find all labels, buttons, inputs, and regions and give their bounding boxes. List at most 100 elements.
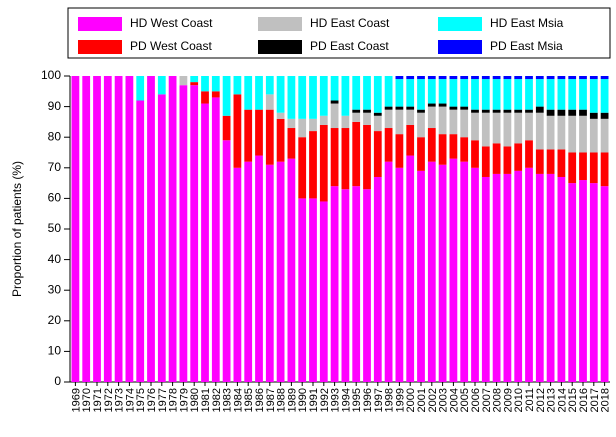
- x-tick-label: 1990: [297, 388, 309, 412]
- x-tick-label: 1976: [146, 388, 158, 412]
- x-tick-label: 1980: [189, 388, 201, 412]
- x-tick-label: 2017: [589, 388, 601, 412]
- x-tick-label: 1994: [340, 388, 352, 412]
- bar-segment: [276, 161, 285, 382]
- bar-segment: [352, 76, 361, 110]
- bar-segment: [384, 128, 393, 162]
- bar-segment: [449, 109, 458, 135]
- bar-segment: [233, 76, 242, 95]
- x-tick-label: 2003: [438, 388, 450, 412]
- bar-segment: [373, 112, 382, 116]
- bar-segment: [341, 128, 350, 190]
- bar-segment: [341, 189, 350, 382]
- bar-segment: [460, 109, 469, 138]
- bar-segment: [546, 76, 555, 80]
- bar-segment: [546, 173, 555, 382]
- bar-segment: [535, 79, 544, 107]
- bar-segment: [373, 131, 382, 177]
- y-tick-label: 30: [48, 282, 62, 296]
- bar-segment: [201, 103, 209, 382]
- bar-segment: [600, 118, 609, 153]
- bar-segment: [71, 76, 80, 382]
- bar-segment: [406, 109, 415, 125]
- bar-segment: [557, 76, 566, 80]
- bar-segment: [103, 76, 112, 382]
- bar-segment: [330, 100, 339, 104]
- bar-segment: [492, 79, 501, 110]
- legend-label: HD West Coast: [130, 16, 213, 30]
- bar-segment: [179, 85, 188, 383]
- bar-segment: [341, 115, 350, 129]
- bar-segment: [525, 112, 533, 141]
- bar-segment: [600, 79, 609, 113]
- x-tick-label: 1986: [254, 388, 266, 412]
- bar-segment: [525, 76, 533, 80]
- x-tick-label: 1995: [351, 388, 363, 412]
- bar-segment: [276, 112, 285, 119]
- bar-segment: [481, 109, 490, 113]
- bar-segment: [395, 134, 404, 168]
- bar-segment: [330, 186, 339, 382]
- x-tick-label: 1984: [232, 388, 244, 412]
- legend-swatch: [438, 17, 482, 31]
- bar-segment: [395, 109, 404, 135]
- bar-segment: [114, 76, 123, 382]
- bar-segment: [82, 76, 91, 382]
- bar-segment: [481, 176, 490, 382]
- legend-swatch: [78, 17, 122, 31]
- bar-segment: [438, 76, 447, 80]
- legend-swatch: [258, 17, 302, 31]
- bar-segment: [514, 170, 523, 382]
- bar-segment: [363, 189, 371, 382]
- bar-segment: [427, 79, 436, 104]
- x-tick-label: 1993: [330, 388, 342, 412]
- bar-segment: [395, 106, 404, 110]
- x-tick-label: 1978: [168, 388, 180, 412]
- bar-segment: [438, 164, 447, 382]
- legend-label: PD East Coast: [310, 39, 389, 53]
- bar-segment: [93, 76, 101, 382]
- bar-segment: [363, 124, 371, 190]
- bar-segment: [460, 76, 469, 80]
- bar-segment: [460, 79, 469, 107]
- bar-segment: [384, 76, 393, 107]
- bar-segment: [233, 94, 242, 168]
- bar-segment: [557, 115, 566, 150]
- bar-segment: [557, 149, 566, 177]
- bar-segment: [298, 118, 307, 138]
- bar-segment: [319, 201, 328, 382]
- bar-segment: [449, 76, 458, 80]
- y-tick-label: 100: [41, 68, 61, 82]
- bar-segment: [535, 106, 544, 113]
- bar-segment: [395, 167, 404, 382]
- bar-segment: [449, 158, 458, 382]
- bar-segment: [481, 146, 490, 177]
- legend-swatch: [438, 40, 482, 54]
- bar-segment: [244, 109, 253, 162]
- bar-segment: [438, 106, 447, 135]
- bar-segment: [514, 76, 523, 80]
- x-tick-label: 2000: [405, 388, 417, 412]
- x-tick-label: 2014: [556, 388, 568, 412]
- bar-segment: [589, 183, 598, 382]
- bar-segment: [319, 115, 328, 125]
- x-tick-label: 2002: [427, 388, 439, 412]
- bar-segment: [190, 82, 199, 86]
- bar-segment: [579, 152, 587, 181]
- x-tick-label: 1999: [394, 388, 406, 412]
- bar-segment: [157, 94, 166, 383]
- bar-segment: [589, 112, 598, 119]
- bar-segment: [503, 76, 512, 80]
- bar-segment: [449, 106, 458, 110]
- bar-segment: [579, 115, 587, 153]
- x-tick-label: 1998: [384, 388, 396, 412]
- bar-segment: [298, 198, 307, 382]
- bar-segment: [449, 79, 458, 107]
- bar-segment: [255, 109, 263, 156]
- bar-segment: [568, 109, 577, 116]
- bar-segment: [406, 106, 415, 110]
- y-tick-label: 80: [48, 129, 62, 143]
- bar-segment: [503, 112, 512, 147]
- bar-segment: [287, 76, 296, 119]
- bar-segment: [244, 76, 253, 110]
